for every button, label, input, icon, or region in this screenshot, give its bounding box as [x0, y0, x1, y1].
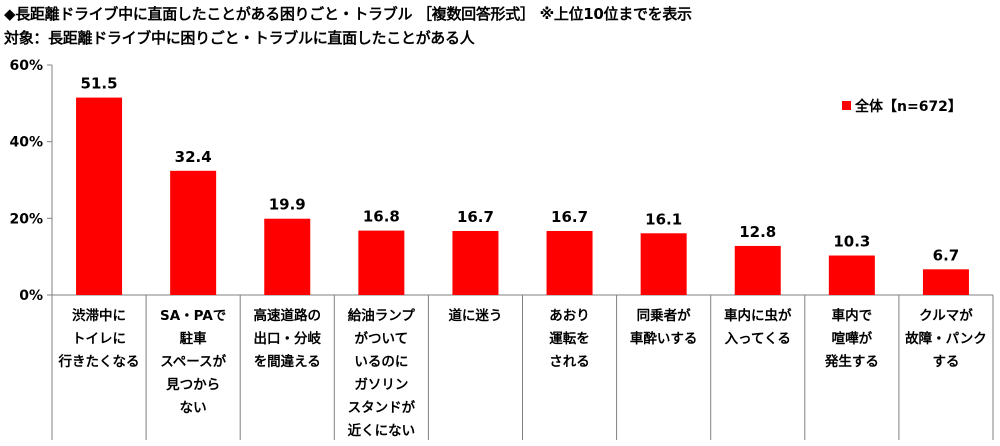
category-label-line: 車内に虫が [724, 307, 792, 324]
category-label-line: 渋滞中に [72, 307, 126, 324]
bar [828, 255, 875, 295]
category-label-line: 運転を [549, 330, 590, 347]
bar [358, 230, 405, 295]
data-label: 6.7 [933, 246, 960, 264]
y-tick-label: 20% [9, 211, 43, 227]
category-label-line: を間違える [254, 353, 321, 370]
category-label-line: 近くにない [348, 422, 416, 439]
category-label-line: スペースが [160, 353, 226, 370]
bar [76, 97, 123, 295]
legend-swatch [842, 101, 851, 110]
bar [734, 245, 781, 295]
chart-title: ◆長距離ドライブ中に直面したことがある困りごと・トラブル ［複数回答形式］ ※上… [4, 5, 692, 23]
category-label-line: 車内で [832, 307, 873, 324]
category-label-line: いるのに [354, 354, 408, 370]
category-label-line: 出口・分岐 [254, 330, 322, 347]
data-label: 32.4 [175, 148, 212, 166]
category-label-line: ない [180, 400, 207, 416]
data-label: 19.9 [269, 196, 306, 214]
category-label: 渋滞中にトイレに行きたくなる [58, 307, 140, 370]
category-label-line: 発生する [824, 353, 879, 370]
chart-subtitle: 対象：長距離ドライブ中に困りごと・トラブルに直面したことがある人 [4, 29, 475, 47]
category-label-line: あおり [549, 308, 590, 324]
category-label-line: がついて [355, 330, 409, 347]
bar [546, 230, 593, 295]
category-label: 同乗者が車酔いする [630, 307, 698, 347]
category-label-line: SA・PAで [160, 308, 226, 324]
bar [170, 170, 217, 295]
category-label-line: 故障・パンク [905, 330, 987, 347]
category-label-line: 喧嘩が [832, 330, 873, 347]
y-tick-label: 60% [9, 58, 43, 74]
category-label-line: 道に迷う [448, 307, 502, 324]
category-label-line: クルマが [919, 307, 973, 324]
category-label-line: 行きたくなる [58, 353, 140, 370]
data-label: 10.3 [833, 233, 870, 251]
data-label: 16.8 [363, 208, 400, 226]
category-label-line: される [549, 354, 590, 370]
data-label: 51.5 [81, 75, 118, 93]
category-label-line: する [932, 354, 959, 370]
category-label-line: トイレに [72, 331, 126, 347]
data-label: 16.7 [551, 208, 588, 226]
bar [922, 269, 969, 295]
bar [264, 218, 311, 295]
y-tick-label: 0% [19, 288, 43, 304]
category-label: クルマが故障・パンクする [905, 307, 987, 370]
category-label: 道に迷う [448, 307, 502, 324]
data-label: 12.8 [739, 223, 776, 241]
y-tick-label: 40% [9, 135, 43, 151]
category-label-line: 高速道路の [254, 307, 322, 324]
category-label: 車内で喧嘩が発生する [824, 307, 879, 370]
category-label-line: 駐車 [180, 330, 207, 347]
category-label-line: 入ってくる [725, 331, 791, 347]
category-label: 車内に虫が入ってくる [724, 307, 792, 347]
data-label: 16.1 [645, 210, 682, 228]
category-label-line: スタンドが [348, 399, 416, 416]
category-label-line: 同乗者が [637, 307, 691, 324]
category-label-line: 見つから [165, 377, 220, 393]
category-label-line: 車酔いする [630, 330, 698, 347]
legend-label: 全体【n=672】 [854, 98, 962, 115]
bar [452, 230, 499, 295]
data-label: 16.7 [457, 208, 494, 226]
bar [640, 233, 687, 295]
category-label: 高速道路の出口・分岐を間違える [254, 307, 322, 370]
category-label: 給油ランプがついているのにガソリンスタンドが近くにない [348, 307, 416, 439]
category-label-line: ガソリン [354, 377, 408, 393]
category-label: あおり運転をされる [549, 308, 590, 370]
category-label: SA・PAで駐車スペースが見つからない [160, 308, 227, 416]
category-label-line: 給油ランプ [348, 307, 416, 324]
